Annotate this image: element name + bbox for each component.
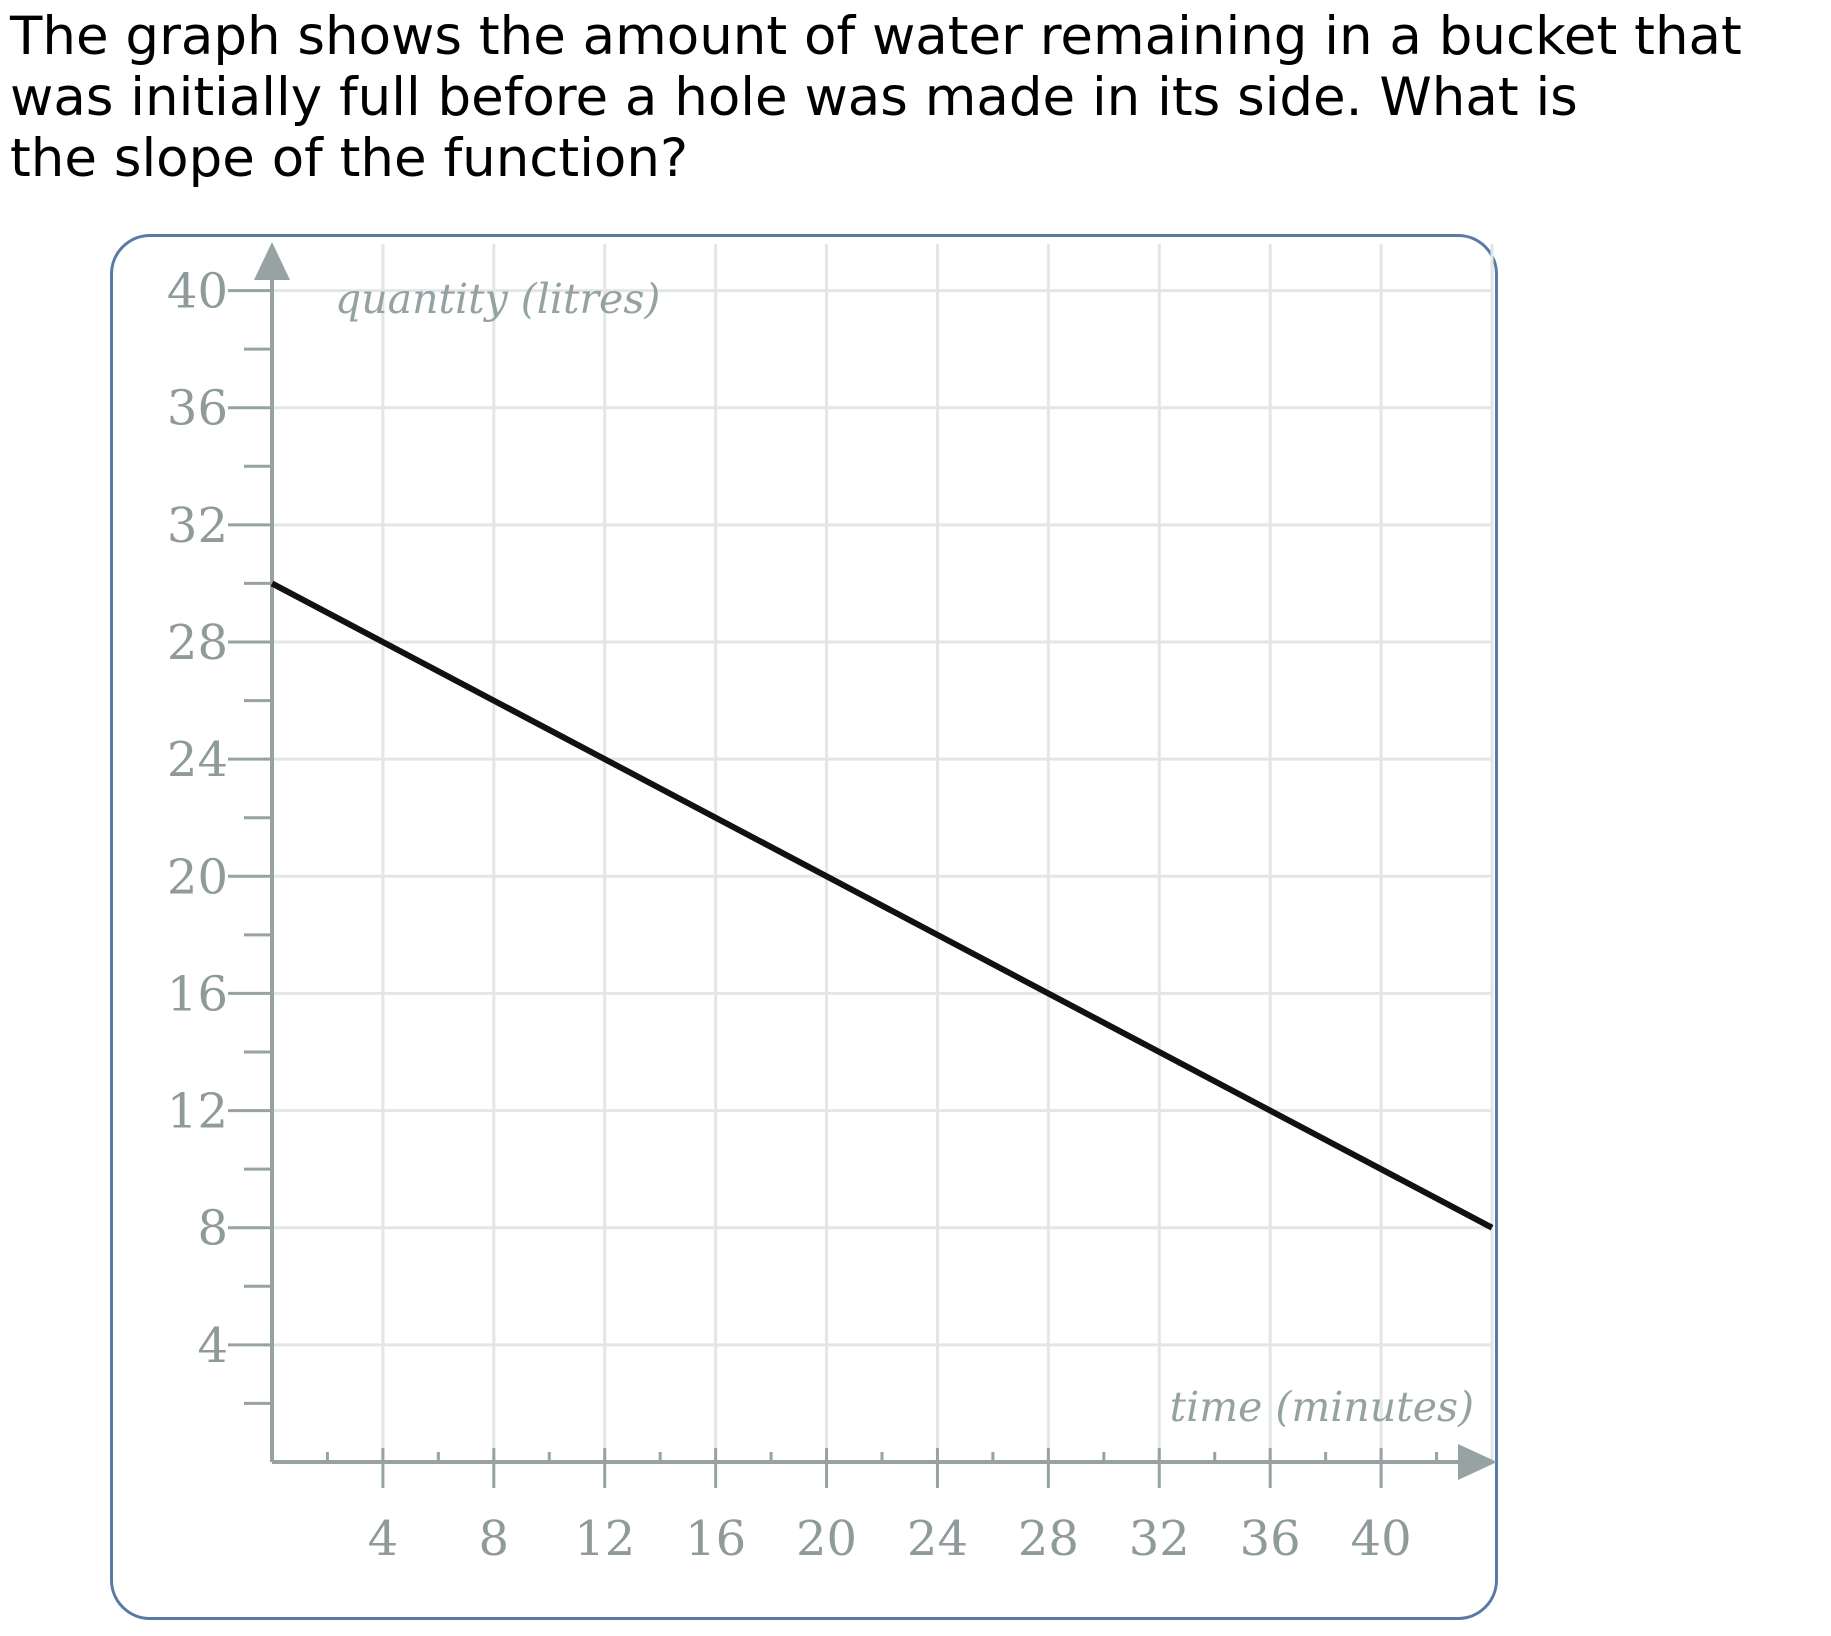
x-tick-label: 32 bbox=[1129, 1511, 1190, 1567]
y-tick-label: 36 bbox=[167, 381, 228, 437]
x-tick-label: 40 bbox=[1351, 1511, 1412, 1567]
question-line-1: The graph shows the amount of water rema… bbox=[10, 6, 1742, 67]
tick-label-layer: 4 8 12 16 20 24 28 32 36 40 4 8 12 16 20 24 28 32 36 40 bbox=[167, 264, 1412, 1567]
y-tick-label: 28 bbox=[167, 615, 228, 671]
y-tick-label: 32 bbox=[167, 498, 228, 554]
question-line-3: the slope of the function? bbox=[10, 128, 689, 189]
y-axis-title: quantity (litres) bbox=[335, 275, 660, 323]
x-tick-label: 20 bbox=[796, 1511, 857, 1567]
y-tick-label: 4 bbox=[197, 1318, 228, 1374]
graph-frame bbox=[110, 234, 1498, 1620]
question-text: The graph shows the amount of water rema… bbox=[10, 6, 1825, 189]
y-tick-label: 12 bbox=[167, 1084, 228, 1140]
series-layer bbox=[270, 580, 1494, 1231]
x-tick-label: 8 bbox=[479, 1511, 510, 1567]
x-axis-arrow-icon bbox=[1458, 1444, 1497, 1480]
y-axis-arrow-icon bbox=[254, 242, 290, 280]
grid-layer bbox=[272, 244, 1494, 1462]
x-axis-title: time (minutes) bbox=[1170, 1383, 1474, 1431]
x-tick-label: 12 bbox=[574, 1511, 635, 1567]
minor-tick-layer bbox=[244, 347, 1439, 1462]
y-tick-label: 40 bbox=[167, 264, 228, 320]
x-tick-label: 36 bbox=[1240, 1511, 1301, 1567]
x-tick-label: 24 bbox=[907, 1511, 968, 1567]
x-tick-label: 16 bbox=[685, 1511, 746, 1567]
series-line-0 bbox=[270, 580, 1494, 1231]
axes-layer bbox=[228, 242, 1497, 1488]
y-tick-label: 16 bbox=[167, 966, 228, 1022]
y-tick-label: 20 bbox=[167, 849, 228, 905]
question-line-2: was initially full before a hole was mad… bbox=[10, 67, 1578, 128]
y-tick-label: 24 bbox=[167, 732, 228, 788]
x-tick-label: 4 bbox=[368, 1511, 399, 1567]
x-tick-label: 28 bbox=[1018, 1511, 1079, 1567]
y-tick-label: 8 bbox=[197, 1201, 228, 1257]
